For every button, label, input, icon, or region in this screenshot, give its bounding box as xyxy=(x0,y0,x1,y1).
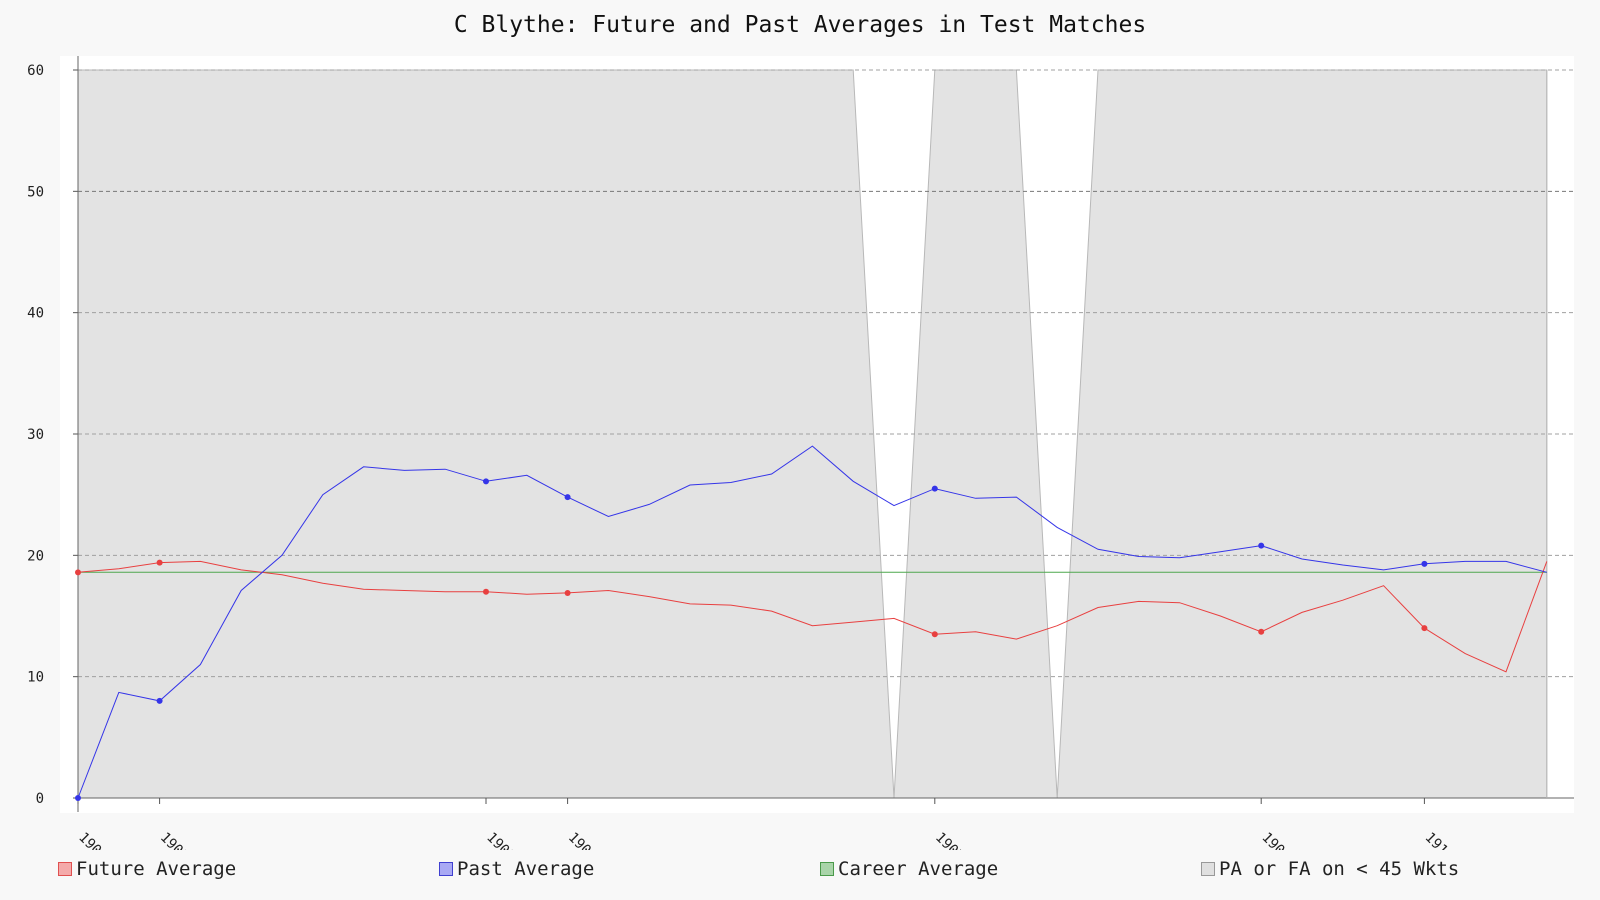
data-point-past-average xyxy=(565,494,571,500)
x-tick-label: 1901 xyxy=(75,830,110,850)
y-tick-label: 60 xyxy=(27,63,44,79)
legend-item-past-average: Past Average xyxy=(439,858,594,880)
legend-item-career-average: Career Average xyxy=(820,858,998,880)
data-point-past-average xyxy=(483,478,489,484)
y-tick-label: 30 xyxy=(27,427,44,443)
data-point-future-average xyxy=(157,560,163,566)
data-point-future-average xyxy=(565,590,571,596)
x-tick-label: 1910 xyxy=(1422,830,1457,850)
data-point-past-average xyxy=(932,486,938,492)
y-tick-label: 40 xyxy=(27,306,44,322)
legend-swatch-past-average xyxy=(439,862,453,876)
legend-swatch-career-average xyxy=(820,862,834,876)
x-tick-label: 1909 xyxy=(1258,830,1293,850)
legend-item-shaded-region: PA or FA on < 45 Wkts xyxy=(1201,858,1459,880)
x-tick-label: 1906 xyxy=(565,830,600,850)
data-point-past-average xyxy=(1258,543,1264,549)
x-tick-label: 1907 xyxy=(932,830,967,850)
data-point-past-average xyxy=(157,698,163,704)
legend-label-future-average: Future Average xyxy=(76,858,236,880)
data-point-future-average xyxy=(483,589,489,595)
data-point-past-average xyxy=(75,795,81,801)
x-tick-label: 1905 xyxy=(483,830,518,850)
x-tick-label: 1902 xyxy=(157,830,192,850)
y-tick-label: 10 xyxy=(27,670,44,686)
legend: Future Average Past Average Career Avera… xyxy=(0,858,1600,888)
data-point-future-average xyxy=(1258,629,1264,635)
legend-label-past-average: Past Average xyxy=(457,858,594,880)
legend-item-future-average: Future Average xyxy=(58,858,236,880)
y-tick-label: 0 xyxy=(36,791,44,807)
legend-swatch-shaded-region xyxy=(1201,862,1215,876)
data-point-past-average xyxy=(1421,561,1427,567)
legend-label-career-average: Career Average xyxy=(838,858,998,880)
y-tick-label: 50 xyxy=(27,184,44,200)
data-point-future-average xyxy=(1421,625,1427,631)
y-tick-label: 20 xyxy=(27,548,44,564)
data-point-future-average xyxy=(75,569,81,575)
data-point-future-average xyxy=(932,631,938,637)
legend-label-shaded-region: PA or FA on < 45 Wkts xyxy=(1219,858,1459,880)
chart-plot: 0 10 20 30 40 50 60 1901 1902 1905 1906 1907 1909 191… xyxy=(0,0,1600,850)
legend-swatch-future-average xyxy=(58,862,72,876)
